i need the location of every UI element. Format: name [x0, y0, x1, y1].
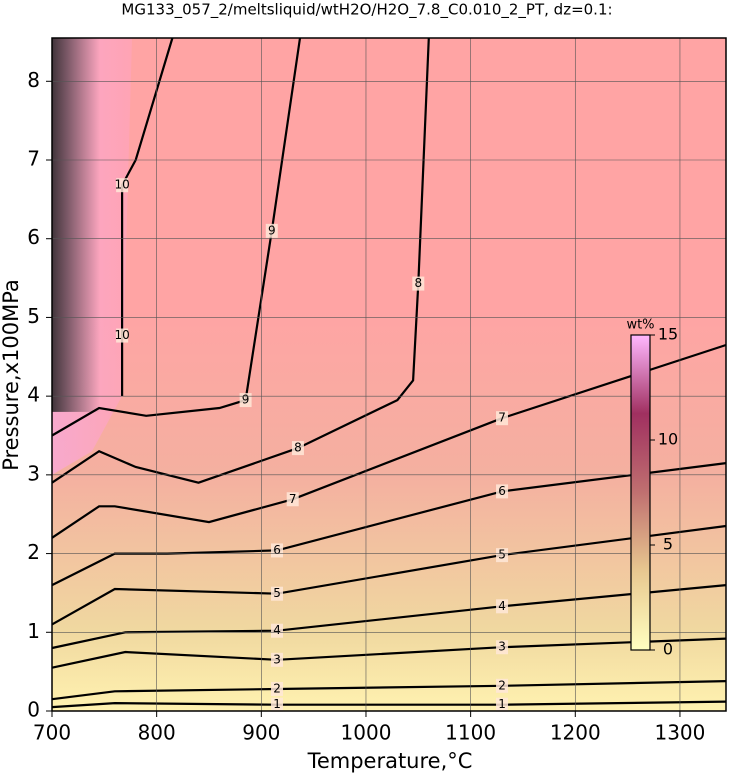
x-tick-label: 1300	[654, 721, 705, 745]
x-tick-label: 1000	[341, 721, 392, 745]
y-tick-label: 6	[27, 225, 40, 249]
contour-label-bg	[116, 178, 129, 193]
y-tick-label: 2	[27, 540, 40, 564]
colorbar-title: wt%	[626, 318, 654, 333]
contour-label: 2	[273, 681, 281, 695]
contour-label-bg	[496, 678, 509, 693]
colorbar-tick-label: 10	[658, 430, 678, 449]
contour-label: 4	[273, 623, 281, 637]
contour-label-bg	[496, 640, 509, 655]
contour-label-bg	[496, 697, 509, 712]
y-tick-label: 7	[27, 147, 40, 171]
dark-region	[52, 38, 100, 412]
contour-label-bg	[271, 697, 284, 712]
contour-label-bg	[286, 492, 299, 507]
contour-label-bg	[271, 543, 284, 558]
colorbar	[630, 334, 651, 651]
contour-label: 8	[294, 441, 302, 455]
contour-label-bg	[265, 223, 278, 238]
contour-label: 3	[498, 640, 506, 654]
contour-label-bg	[291, 441, 304, 456]
y-tick-label: 0	[27, 698, 40, 722]
contour-label: 7	[289, 492, 297, 506]
y-tick-label: 8	[27, 68, 40, 92]
plot-frame	[51, 37, 727, 712]
contour-label: 7	[498, 411, 506, 425]
y-tick-label: 3	[27, 461, 40, 485]
contour-label-bg	[496, 411, 509, 426]
colorbar-tick-label: 15	[658, 325, 678, 344]
x-tick-label: 1200	[550, 721, 601, 745]
contour-label: 1	[498, 697, 506, 711]
contour-label: 2	[498, 678, 506, 692]
contour-label: 9	[242, 393, 250, 407]
colorbar-tick-label: 0	[663, 640, 673, 659]
y-tick-label: 5	[27, 304, 40, 328]
contour-label-bg	[239, 393, 252, 408]
contour-label: 6	[273, 543, 281, 557]
contour-label-bg	[271, 586, 284, 601]
y-tick-label: 4	[27, 383, 40, 407]
x-tick-label: 700	[33, 721, 71, 745]
contour-label: 9	[268, 223, 276, 237]
contour-label: 10	[114, 178, 129, 192]
x-tick-label: 900	[242, 721, 280, 745]
contour-label: 10	[114, 328, 129, 342]
x-tick-label: 1100	[445, 721, 496, 745]
y-axis-title: Pressure,x100MPa	[0, 279, 23, 471]
x-axis-title: Temperature,°C	[307, 749, 473, 773]
contour-label: 5	[273, 586, 281, 600]
contour-label-bg	[496, 548, 509, 563]
contour-label: 1	[273, 697, 281, 711]
contour-label-bg	[271, 623, 284, 638]
contour-label-bg	[496, 484, 509, 499]
x-tick-label: 800	[138, 721, 176, 745]
y-tick-label: 1	[27, 619, 40, 643]
contour-label: 4	[498, 599, 506, 613]
contour-label: 3	[273, 652, 281, 666]
contour-label-bg	[412, 276, 425, 291]
contour-label-bg	[496, 599, 509, 614]
contour-label-bg	[271, 681, 284, 696]
contour-label-bg	[271, 652, 284, 667]
contour-label: 8	[414, 276, 422, 290]
colorbar-tick-label: 5	[663, 535, 673, 554]
contour-line	[51, 462, 727, 587]
contour-label: 5	[498, 548, 506, 562]
contour-lines: 1 1 2 2 3 3 4 4 5 5 6 6 7 7 8 8 9 9 10 10	[51, 37, 727, 712]
chart-title: MG133_057_2/meltsliquid/wtH2O/H2O_7.8_C0…	[121, 1, 612, 20]
plot-background	[52, 38, 726, 711]
contour-label: 6	[498, 484, 506, 498]
contour-label-bg	[116, 328, 129, 343]
